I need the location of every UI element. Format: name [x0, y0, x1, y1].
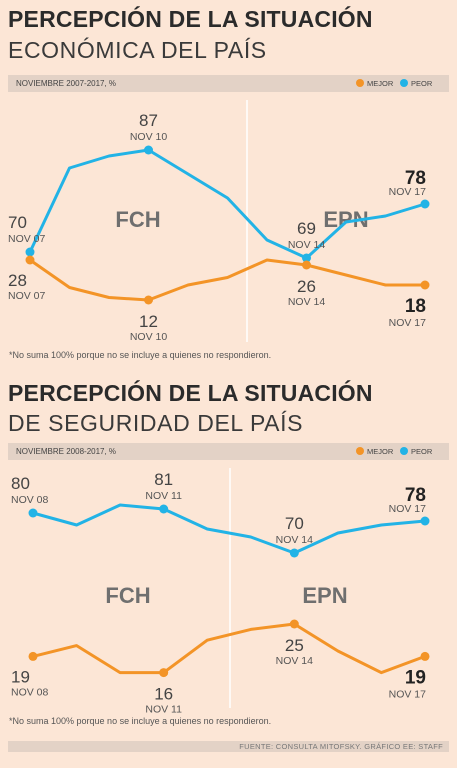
subtitle-bar-security: NOVIEMBRE 2008-2017, % MEJOR PEOR	[8, 443, 449, 460]
data-point-mejor	[159, 668, 169, 678]
data-label-value: 19	[11, 667, 30, 686]
data-label-date: NOV 10	[130, 331, 168, 343]
chart-title-economy-line2: ECONÓMICA DEL PAÍS	[8, 37, 267, 63]
period-label-fch: FCH	[105, 583, 150, 608]
legend-item-mejor-2: MEJOR	[356, 447, 393, 456]
data-label-value: 25	[285, 636, 304, 655]
legend-item-mejor: MEJOR	[356, 79, 393, 88]
data-label-value: 80	[11, 474, 30, 493]
legend-item-peor-2: PEOR	[400, 447, 432, 456]
data-label-value: 19	[405, 667, 426, 688]
legend-dot-peor-icon	[400, 447, 408, 455]
data-label-value: 18	[405, 296, 426, 317]
data-label-date: NOV 17	[389, 317, 427, 329]
legend-label-mejor-2: MEJOR	[367, 447, 394, 456]
data-point-peor	[159, 504, 169, 514]
data-label-date: NOV 14	[276, 534, 314, 546]
legend-label-mejor: MEJOR	[367, 79, 394, 88]
data-label-value: 12	[139, 312, 158, 331]
data-label-value: 69	[297, 219, 316, 238]
data-label-value: 81	[154, 470, 173, 489]
data-label-date: NOV 17	[389, 186, 427, 198]
series-line-peor	[31, 503, 427, 555]
data-label-date: NOV 07	[8, 233, 46, 245]
data-label-value: 87	[139, 111, 158, 130]
source-bar: FUENTE: CONSULTA MITOFSKY. GRÁFICO EE: S…	[8, 741, 449, 752]
series-line-mejor	[28, 258, 427, 302]
series-line-mejor	[31, 622, 427, 675]
chart-title-security-line1: PERCEPCIÓN DE LA SITUACIÓN	[8, 380, 373, 406]
data-label-value: 70	[8, 213, 27, 232]
data-label-date: NOV 08	[11, 686, 49, 698]
data-point-mejor	[25, 255, 35, 265]
subtitle-bar-economy: NOVIEMBRE 2007-2017, % MEJOR PEOR	[8, 75, 449, 92]
legend-dot-mejor-icon	[356, 79, 364, 87]
data-label-date: NOV 07	[8, 290, 46, 302]
data-point-peor	[289, 548, 299, 558]
data-label-value: 28	[8, 271, 27, 290]
chart-subtitle-security: NOVIEMBRE 2008-2017, %	[16, 447, 117, 456]
data-label-value: 78	[405, 168, 426, 189]
data-label-value: 70	[285, 514, 304, 533]
data-label-value: 26	[297, 277, 316, 296]
data-point-mejor	[420, 280, 430, 290]
data-label-date: NOV 11	[145, 704, 182, 716]
legend-label-peor: PEOR	[411, 79, 433, 88]
period-label-epn: EPN	[302, 583, 347, 608]
data-point-mejor	[302, 260, 311, 270]
series-line-peor	[28, 148, 427, 260]
data-point-mejor	[420, 651, 430, 661]
data-point-peor	[420, 199, 430, 209]
data-point-peor	[144, 145, 153, 155]
data-label-date: NOV 08	[11, 494, 49, 506]
data-label-date: NOV 17	[389, 688, 427, 700]
data-label-date: NOV 17	[389, 503, 427, 515]
chart-subtitle-economy: NOVIEMBRE 2007-2017, %	[16, 79, 117, 88]
data-label-date: NOV 14	[288, 296, 326, 308]
data-point-peor	[28, 508, 38, 518]
data-label-value: 16	[154, 685, 173, 704]
data-point-mejor	[28, 651, 38, 661]
period-label-fch: FCH	[115, 207, 160, 232]
data-label-value: 78	[405, 485, 426, 506]
data-label-date: NOV 14	[288, 239, 326, 251]
data-point-peor	[420, 516, 430, 526]
data-label-date: NOV 11	[145, 490, 182, 502]
legend-label-peor-2: PEOR	[411, 447, 433, 456]
footnote-economy: *No suma 100% porque no se incluye a qui…	[9, 350, 272, 360]
chart-title-economy-line1: PERCEPCIÓN DE LA SITUACIÓN	[8, 6, 373, 32]
data-label-date: NOV 14	[276, 655, 314, 667]
footnote-security: *No suma 100% porque no se incluye a qui…	[9, 716, 272, 726]
data-point-mejor	[144, 295, 153, 305]
data-label-date: NOV 10	[130, 131, 168, 143]
data-point-mejor	[289, 619, 299, 629]
legend-item-peor: PEOR	[400, 79, 432, 88]
chart-title-security-line2: DE SEGURIDAD DEL PAÍS	[8, 410, 304, 436]
legend-dot-mejor-icon	[356, 447, 364, 455]
legend-dot-peor-icon	[400, 79, 408, 87]
data-point-peor	[302, 253, 311, 263]
source-text: FUENTE: CONSULTA MITOFSKY. GRÁFICO EE: S…	[239, 742, 443, 751]
data-point-peor	[25, 247, 35, 257]
